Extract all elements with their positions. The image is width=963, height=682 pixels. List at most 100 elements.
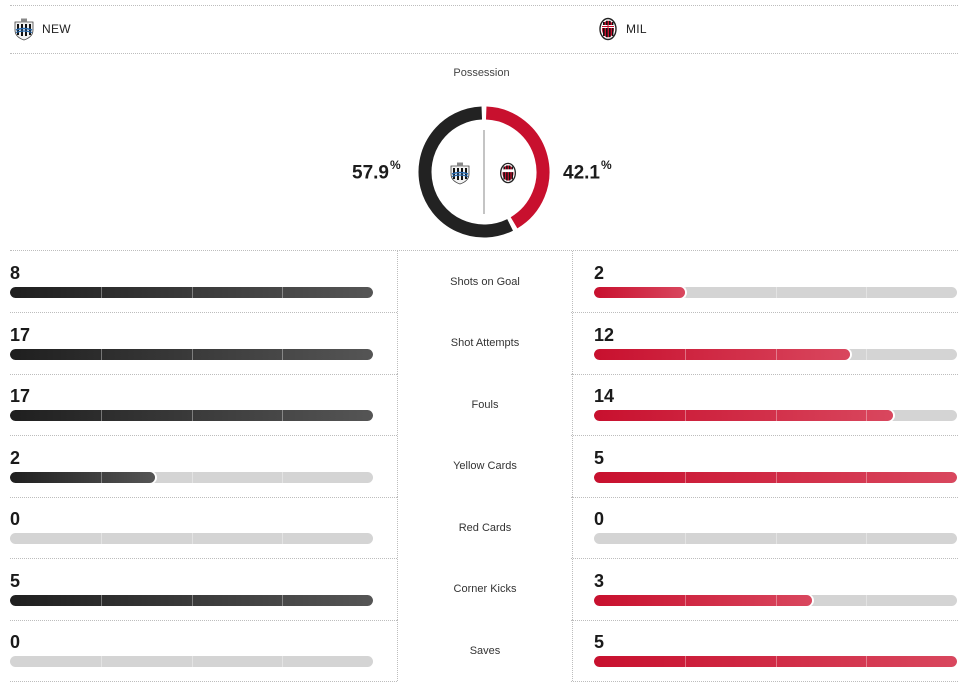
- away-stat-bar-fill: [594, 594, 812, 606]
- ac-milan-crest-icon: [596, 17, 620, 41]
- bar-segment-mark: [191, 533, 193, 544]
- stat-label: Shots on Goal: [397, 251, 573, 312]
- bar-segment-mark: [191, 594, 193, 606]
- bar-segment-mark: [282, 287, 284, 298]
- away-possession-unit: %: [600, 158, 612, 172]
- home-possession-unit: %: [389, 158, 401, 172]
- stat-row: 0 5 Saves: [10, 620, 958, 682]
- possession-title: Possession: [453, 67, 510, 79]
- home-stat-value: 8: [10, 263, 21, 283]
- away-possession-arc: [485, 106, 550, 229]
- bar-segment-mark: [191, 471, 193, 483]
- home-stat-value: 0: [10, 509, 21, 529]
- away-stat-bar: [594, 533, 957, 544]
- bar-segment-mark: [775, 533, 777, 544]
- header-divider: [10, 53, 958, 54]
- home-stat-bar: [10, 656, 373, 667]
- bar-segment-mark: [100, 594, 102, 606]
- bar-segment-mark: [100, 348, 102, 360]
- home-stat-bar-fill: [10, 348, 373, 360]
- stat-row: 17 14 Fouls: [10, 374, 958, 436]
- bar-segment-mark: [684, 410, 686, 421]
- bar-segment-mark: [684, 656, 686, 667]
- bar-segment-mark: [775, 471, 777, 483]
- away-stat-bar: [594, 656, 957, 667]
- bar-segment-mark: [282, 471, 284, 483]
- row-divider: [10, 619, 397, 621]
- home-stat-value: 5: [10, 570, 21, 591]
- stat-row: 2 5 Yellow Cards: [10, 435, 958, 498]
- row-divider: [10, 496, 397, 498]
- stat-label: Yellow Cards: [397, 435, 573, 497]
- away-stat-bar-fill: [594, 348, 851, 360]
- bar-segment-mark: [866, 594, 868, 606]
- away-stat-value: 2: [594, 263, 605, 283]
- bar-segment-mark: [282, 594, 284, 606]
- home-stat-bar-fill: [10, 410, 373, 421]
- donut-ac-milan-crest-icon: [497, 160, 519, 191]
- bar-segment-mark: [100, 287, 102, 298]
- bar-segment-mark: [866, 410, 868, 421]
- home-stat-bar: [10, 533, 373, 544]
- away-stat-bar: [594, 348, 957, 360]
- home-stat-bar: [10, 287, 373, 298]
- away-stat-bar: [594, 410, 957, 421]
- away-stat-bar: [594, 594, 957, 606]
- bar-segment-mark: [100, 471, 102, 483]
- away-possession-number: 42.1: [563, 162, 600, 184]
- possession-donut-chart: [418, 106, 550, 238]
- row-divider: [571, 373, 958, 375]
- row-divider: [10, 373, 397, 375]
- bar-segment-mark: [282, 533, 284, 544]
- top-divider: [10, 5, 958, 6]
- home-stat-value: 17: [10, 324, 31, 345]
- away-stat-value: 12: [594, 324, 615, 345]
- home-stat-bar-fill: [10, 287, 373, 298]
- away-stat-bar: [594, 287, 957, 298]
- stat-label: Corner Kicks: [397, 558, 573, 620]
- bar-segment-mark: [282, 348, 284, 360]
- away-stat-value: 0: [594, 509, 605, 529]
- bar-segment-mark: [191, 410, 193, 421]
- stat-row: 17 12 Shot Attempts: [10, 312, 958, 375]
- away-stat-value: 5: [594, 632, 605, 652]
- away-stat-bar-fill: [594, 656, 957, 667]
- away-possession-value: 42.1%: [563, 158, 612, 184]
- bar-segment-mark: [684, 471, 686, 483]
- bar-segment-mark: [684, 348, 686, 360]
- stat-row: 8 2 Shots on Goal: [10, 251, 958, 313]
- stat-label: Red Cards: [397, 497, 573, 558]
- stat-row: 5 3 Corner Kicks: [10, 558, 958, 621]
- newcastle-crest-icon: [12, 17, 36, 41]
- bar-segment-mark: [100, 656, 102, 667]
- bar-segment-mark: [100, 410, 102, 421]
- away-stat-bar-fill: [594, 471, 957, 483]
- bar-segment-mark: [191, 287, 193, 298]
- bar-segment-mark: [866, 348, 868, 360]
- home-stat-bar: [10, 594, 373, 606]
- home-stat-bar-fill: [10, 594, 373, 606]
- bar-segment-mark: [866, 533, 868, 544]
- bar-segment-mark: [775, 410, 777, 421]
- away-stat-value: 3: [594, 570, 605, 591]
- row-divider: [10, 558, 397, 559]
- stat-row: 0 0 Red Cards: [10, 497, 958, 559]
- away-stat-bar-fill: [594, 287, 685, 298]
- row-divider: [10, 312, 397, 313]
- stat-label: Saves: [397, 620, 573, 681]
- bar-segment-mark: [684, 287, 686, 298]
- bar-segment-mark: [775, 348, 777, 360]
- row-divider: [10, 435, 397, 436]
- away-team-header[interactable]: MIL: [596, 17, 647, 41]
- home-stat-bar-fill: [10, 471, 156, 483]
- home-possession-value: 57.9%: [352, 158, 401, 184]
- home-stat-bar: [10, 471, 373, 483]
- bar-segment-mark: [866, 656, 868, 667]
- home-team-header[interactable]: NEW: [12, 17, 71, 41]
- bar-segment-mark: [282, 656, 284, 667]
- away-team-abbr: MIL: [626, 22, 647, 36]
- bar-segment-mark: [866, 287, 868, 298]
- bar-segment-mark: [775, 594, 777, 606]
- away-stat-value: 5: [594, 447, 605, 468]
- stat-label: Shot Attempts: [397, 312, 573, 374]
